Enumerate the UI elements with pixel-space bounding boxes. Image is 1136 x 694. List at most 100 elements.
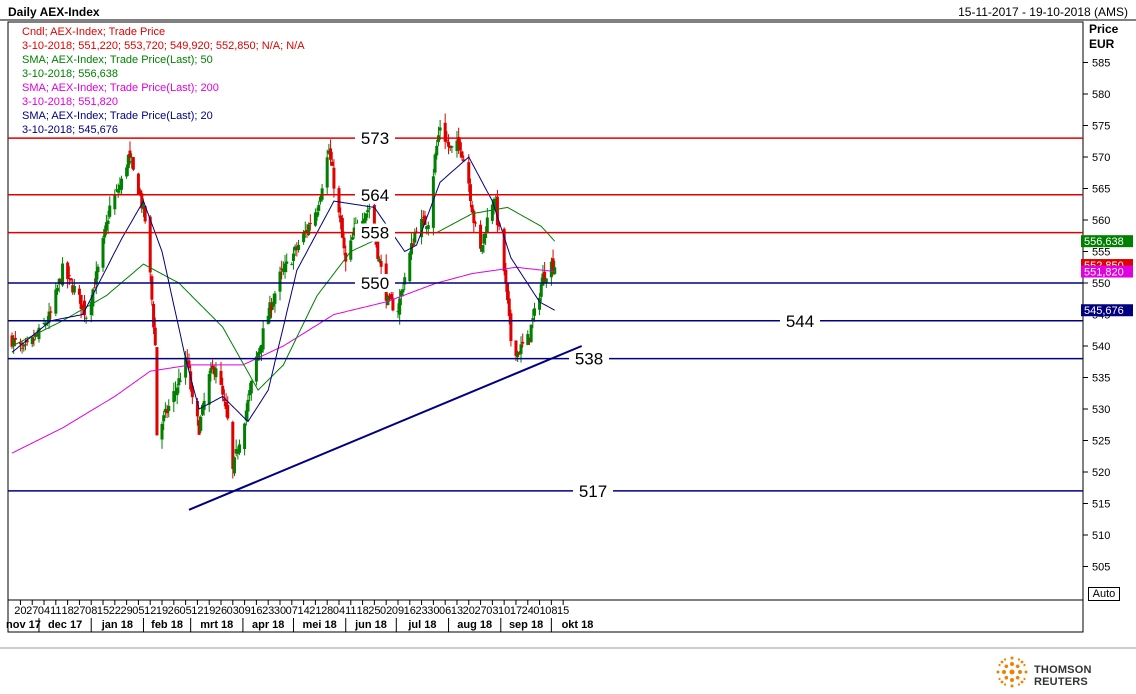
x-tick-label: 11 [345, 605, 356, 617]
candle-body [297, 244, 301, 251]
x-tick-label: 17 [510, 605, 522, 617]
candle-body [470, 204, 474, 213]
candle-body [519, 344, 523, 354]
candle-body [490, 204, 494, 221]
candle-body [125, 167, 129, 177]
level-label-bg [569, 349, 609, 368]
candle-body [120, 178, 124, 190]
x-tick-label: 13 [451, 605, 463, 617]
candle-body [538, 297, 542, 310]
x-tick-label: 02 [380, 605, 392, 617]
x-tick-label: 27 [474, 605, 486, 617]
candle-body [59, 279, 63, 283]
candle-body [480, 245, 484, 252]
auto-scale-button[interactable]: Auto [1088, 587, 1120, 601]
candle-body [128, 150, 132, 158]
candle-body [22, 344, 26, 347]
y-tick-label: 565 [1092, 184, 1110, 196]
x-tick-label: 20 [14, 605, 26, 617]
candle-body [377, 259, 381, 262]
candle-body [391, 298, 395, 311]
candle-body [553, 267, 557, 274]
y-tick-label: 505 [1092, 562, 1110, 574]
candle-body [202, 400, 206, 410]
y-tick-label: 550 [1092, 278, 1110, 290]
candle-body [160, 424, 164, 440]
candle-body [526, 334, 530, 345]
candle-body [514, 340, 518, 356]
candle-body [173, 390, 177, 392]
candle-body [72, 285, 76, 293]
candle-body [339, 215, 343, 223]
candle-body [256, 352, 260, 361]
y-tick-label: 580 [1092, 89, 1110, 101]
last-value-tag-bg [1081, 304, 1133, 317]
candle-body [226, 404, 230, 419]
candle-body [458, 142, 462, 151]
x-tick-label: 18 [356, 605, 368, 617]
candle-body [271, 301, 275, 307]
candle-body [20, 347, 24, 349]
candle-body [516, 352, 520, 358]
candle-body [106, 220, 110, 225]
candle-body [84, 317, 88, 319]
last-value-tag: 551,820 [1081, 265, 1133, 279]
candle-body [61, 263, 65, 286]
level-label-564: 564 [361, 186, 389, 205]
candle-body [541, 273, 545, 286]
candle-body [18, 342, 22, 345]
candle-body [517, 352, 521, 355]
candle-body [195, 401, 199, 417]
candle-body [10, 335, 14, 347]
candle-body [118, 184, 122, 191]
candle-body [12, 338, 16, 347]
candle-body [332, 167, 336, 189]
level-label-bg [573, 481, 613, 500]
last-value-tag-label: 551,820 [1084, 267, 1124, 279]
x-tick-label: 16 [250, 605, 262, 617]
candle-body [189, 371, 193, 390]
candle-body [153, 327, 157, 346]
candle-body [162, 415, 166, 422]
x-tick-label: 12 [144, 605, 156, 617]
candle-body [504, 269, 508, 284]
sma200-line [11, 266, 555, 454]
level-label-544: 544 [786, 312, 814, 331]
candle-body [281, 268, 285, 272]
candle-body [258, 348, 262, 354]
candle-body [443, 122, 447, 142]
candle-body [96, 266, 100, 273]
candle-body [411, 243, 415, 246]
candle-body [290, 264, 294, 266]
candle-body [254, 356, 258, 382]
candles [10, 113, 557, 479]
candle-body [197, 420, 201, 435]
candle-body [243, 423, 247, 450]
candle-body [413, 232, 417, 243]
x-tick-label: 30 [427, 605, 439, 617]
month-label: dec 17 [48, 619, 82, 631]
level-label-bg [355, 274, 395, 292]
last-value-tag: 545,676 [1081, 304, 1133, 317]
candle-body [54, 289, 58, 314]
x-tick-label: 20 [463, 605, 475, 617]
y-tick-label: 520 [1092, 467, 1110, 479]
candle-body [79, 294, 83, 309]
candle-body [236, 450, 240, 454]
y-tick-label: 510 [1092, 530, 1110, 542]
candle-body [455, 140, 459, 151]
x-tick-label: 05 [179, 605, 191, 617]
candle-body [131, 157, 135, 170]
candle-body [474, 222, 478, 224]
x-tick-label: 01 [533, 605, 545, 617]
x-tick-label: 23 [415, 605, 427, 617]
candle-body [190, 386, 194, 398]
candle-body [234, 449, 238, 454]
y-tick-label: 560 [1092, 215, 1110, 227]
price-axis-label: Price [1089, 22, 1119, 36]
x-tick-label: 28 [321, 605, 333, 617]
candle-body [551, 258, 555, 271]
candle-body [222, 398, 226, 402]
candle-body [527, 338, 531, 340]
